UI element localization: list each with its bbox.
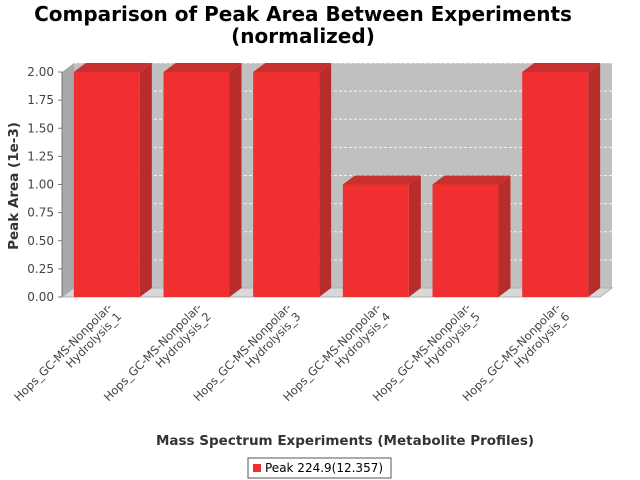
- y-tick-label: 1.25: [27, 149, 54, 163]
- y-tick-label: 1.75: [27, 93, 54, 107]
- bar-top: [432, 175, 511, 185]
- bars: [73, 63, 601, 297]
- bar-side: [588, 63, 601, 297]
- bar: [432, 175, 511, 297]
- x-axis-categories: Hops_GC-MS-Nonpolar-Hydrolysis_1Hops_GC-…: [11, 300, 572, 404]
- bar: [342, 175, 421, 297]
- bar-top: [522, 63, 601, 72]
- y-tick-label: 0.50: [27, 234, 54, 248]
- chart-title-line-1: Comparison of Peak Area Between Experime…: [34, 2, 572, 26]
- bar-front: [163, 72, 230, 297]
- legend: Peak 224.9(12.357): [247, 457, 392, 479]
- y-tick-label: 1.00: [27, 178, 54, 192]
- bar-top: [253, 63, 332, 72]
- bar-side: [498, 175, 511, 297]
- y-tick-label: 0.25: [27, 262, 54, 276]
- y-tick-label: 2.00: [27, 65, 54, 79]
- chart-title-line-2: (normalized): [231, 24, 375, 48]
- plot-left-wall: [62, 63, 74, 297]
- bar-side: [319, 63, 332, 297]
- bar-top: [73, 63, 152, 72]
- bar-front: [522, 72, 589, 297]
- bar: [73, 63, 152, 297]
- bar: [522, 63, 601, 297]
- bar-top: [342, 175, 421, 185]
- bar-side: [139, 63, 152, 297]
- y-tick-label: 0.00: [27, 290, 54, 304]
- bar-front: [342, 184, 409, 297]
- bar-top: [163, 63, 242, 72]
- bar-side: [408, 175, 421, 297]
- y-axis-label: Peak Area (1e-3): [6, 122, 22, 250]
- legend-box: [247, 457, 392, 479]
- y-axis-ticks: 0.00 0.25 0.50 0.75 1.00 1.25 1.50 1.75 2.00: [27, 65, 63, 304]
- x-axis-label: Mass Spectrum Experiments (Metabolite Pr…: [156, 433, 534, 449]
- bar-front: [73, 72, 140, 297]
- bar-side: [229, 63, 242, 297]
- x-category-label-line: Hops_GC-MS-Nonpolar-: [11, 300, 115, 404]
- bar-front: [253, 72, 320, 297]
- bar: [163, 63, 242, 297]
- legend-swatch: [253, 464, 261, 472]
- y-tick-label: 1.50: [27, 121, 54, 135]
- bar: [253, 63, 332, 297]
- legend-entry-label: Peak 224.9(12.357): [265, 461, 383, 475]
- y-tick-label: 0.75: [27, 206, 54, 220]
- bar-front: [432, 184, 499, 297]
